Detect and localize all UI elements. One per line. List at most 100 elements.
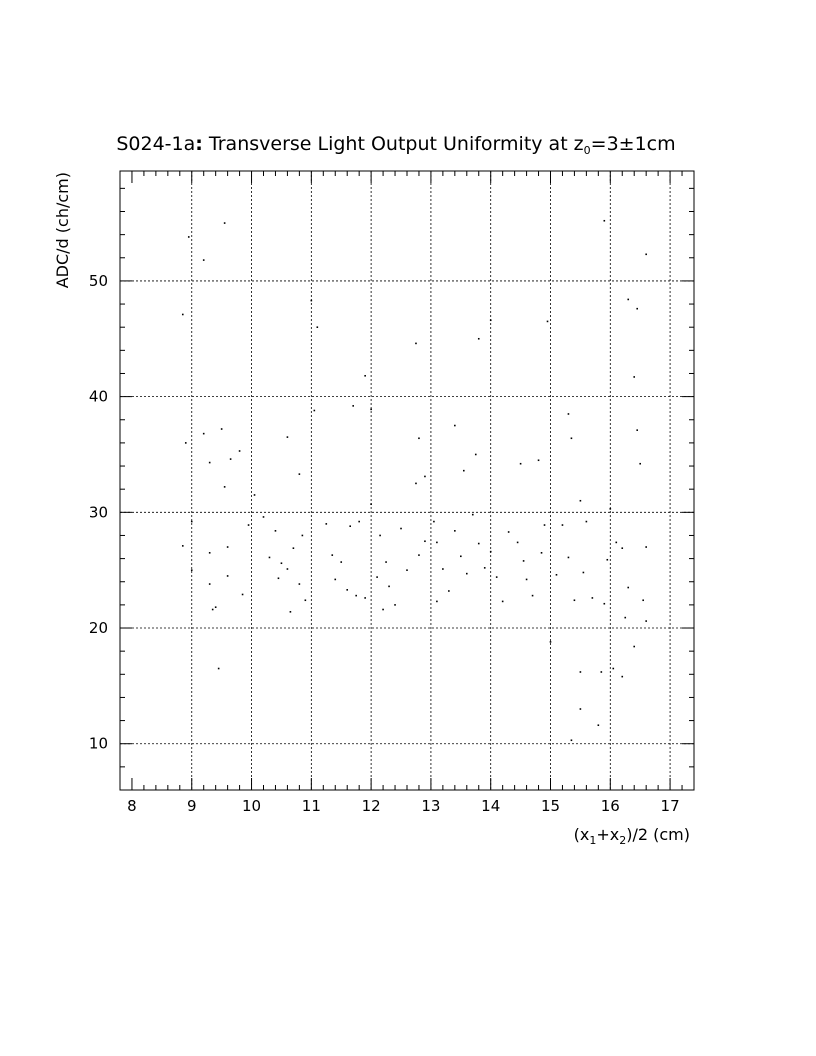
data-point bbox=[340, 561, 343, 563]
data-point bbox=[597, 724, 600, 727]
title-main: Transverse Light Output Uniformity at z bbox=[203, 133, 584, 155]
x-tick-label: 10 bbox=[242, 797, 261, 815]
data-point bbox=[247, 524, 250, 526]
data-point bbox=[187, 236, 190, 238]
data-point bbox=[181, 313, 184, 316]
data-point bbox=[546, 320, 549, 323]
x-tick-label: 16 bbox=[601, 797, 620, 815]
data-point bbox=[433, 520, 435, 523]
x-axis-label: (x1+x2)/2 (cm) bbox=[574, 825, 690, 847]
x-tick-label: 17 bbox=[661, 797, 680, 815]
data-point bbox=[633, 645, 636, 648]
data-point bbox=[636, 429, 638, 431]
data-point bbox=[214, 606, 217, 608]
data-point bbox=[495, 576, 498, 578]
data-point bbox=[489, 550, 492, 553]
data-point bbox=[379, 534, 381, 537]
data-point bbox=[280, 562, 283, 565]
y-tick-label: 40 bbox=[89, 388, 108, 406]
data-point bbox=[549, 641, 552, 643]
data-point bbox=[570, 739, 573, 742]
data-point bbox=[262, 516, 265, 518]
data-point bbox=[477, 337, 480, 340]
title-prefix: S024-1a bbox=[116, 133, 195, 155]
data-point bbox=[448, 590, 450, 592]
data-point bbox=[591, 597, 594, 599]
data-point bbox=[463, 469, 465, 472]
data-point bbox=[540, 552, 543, 554]
data-point bbox=[286, 436, 289, 438]
x-tick-label: 13 bbox=[421, 797, 440, 815]
y-tick-label: 50 bbox=[89, 272, 108, 290]
data-point bbox=[501, 600, 504, 603]
data-point bbox=[436, 600, 438, 603]
y-tick-label: 30 bbox=[89, 503, 108, 521]
data-point bbox=[202, 259, 205, 261]
data-point bbox=[220, 428, 223, 430]
data-point bbox=[615, 541, 618, 544]
data-point bbox=[229, 458, 232, 460]
data-point bbox=[304, 599, 307, 602]
data-point bbox=[415, 342, 417, 345]
data-point bbox=[600, 671, 603, 673]
data-point bbox=[465, 572, 468, 575]
data-point bbox=[370, 503, 372, 506]
data-point bbox=[489, 319, 492, 322]
data-point bbox=[298, 583, 301, 585]
data-point bbox=[406, 569, 408, 571]
data-point bbox=[370, 408, 372, 411]
title-subscript: 0 bbox=[584, 144, 591, 157]
data-point bbox=[346, 589, 349, 591]
x-tick-label: 14 bbox=[481, 797, 500, 815]
data-point bbox=[579, 671, 582, 673]
data-point bbox=[525, 578, 528, 581]
title-colon: : bbox=[195, 133, 203, 155]
data-point bbox=[226, 546, 229, 548]
data-point bbox=[364, 374, 366, 377]
data-point bbox=[223, 222, 226, 224]
data-point bbox=[585, 520, 588, 523]
data-point bbox=[325, 523, 328, 525]
data-point bbox=[331, 554, 334, 556]
data-point bbox=[217, 667, 220, 670]
data-point bbox=[537, 459, 540, 462]
data-point bbox=[460, 555, 462, 558]
data-point bbox=[394, 604, 396, 606]
plot-frame bbox=[119, 170, 695, 791]
data-point bbox=[471, 513, 474, 516]
data-point bbox=[474, 453, 477, 456]
data-point bbox=[286, 568, 289, 570]
data-point bbox=[639, 462, 641, 465]
x-tick-labels: 8 9 10 11 12 13 14 15 16 17 bbox=[127, 797, 679, 815]
data-point bbox=[385, 561, 387, 563]
data-point bbox=[573, 599, 576, 602]
data-point bbox=[507, 531, 510, 533]
data-points bbox=[181, 219, 647, 742]
data-point bbox=[522, 560, 525, 562]
data-point bbox=[436, 541, 438, 544]
y-tick-labels: 10 20 30 40 50 bbox=[89, 272, 108, 753]
x-axis-ticks bbox=[119, 171, 695, 790]
data-point bbox=[334, 578, 337, 581]
data-point bbox=[627, 298, 630, 301]
data-point bbox=[238, 450, 241, 452]
data-point bbox=[579, 708, 582, 710]
data-point bbox=[313, 409, 316, 412]
data-point bbox=[211, 608, 214, 611]
data-point bbox=[241, 593, 244, 596]
data-point bbox=[645, 546, 647, 548]
data-point bbox=[301, 534, 304, 537]
data-point bbox=[274, 530, 277, 532]
data-point bbox=[570, 437, 573, 440]
data-point bbox=[483, 567, 486, 569]
data-point bbox=[531, 594, 534, 597]
data-point bbox=[454, 424, 456, 427]
data-point bbox=[202, 432, 205, 435]
data-point bbox=[184, 442, 187, 444]
data-point bbox=[376, 576, 378, 578]
data-point bbox=[277, 577, 280, 580]
data-point bbox=[519, 462, 522, 465]
data-point bbox=[223, 486, 226, 488]
data-point bbox=[645, 620, 647, 622]
data-point bbox=[606, 558, 609, 561]
